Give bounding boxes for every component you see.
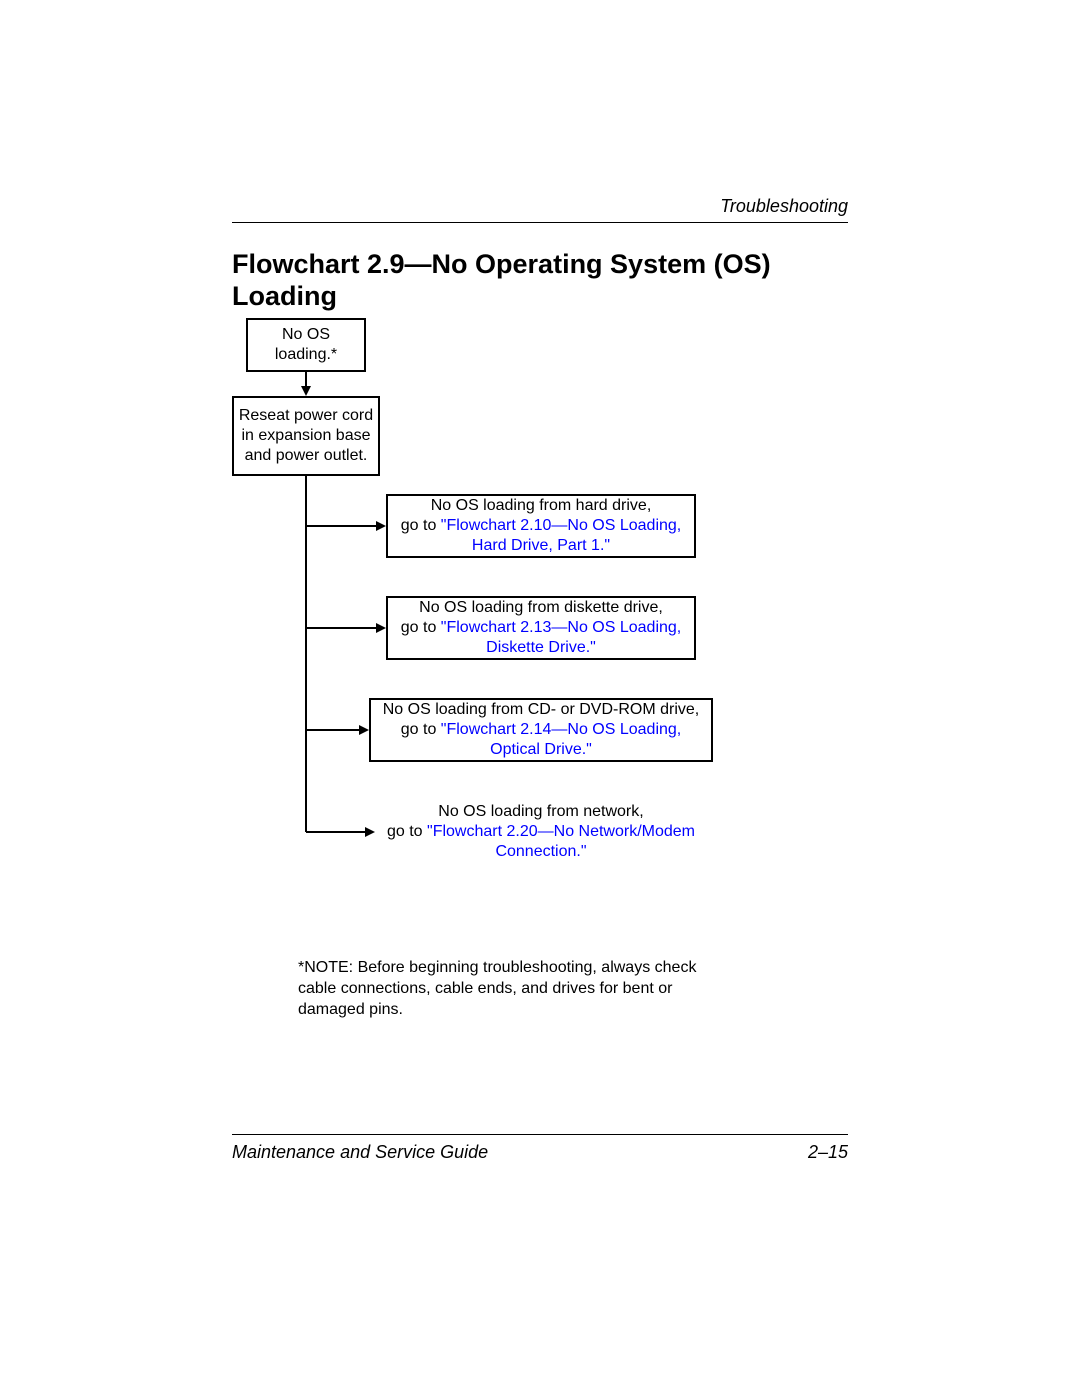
node-network-pre: No OS loading from network, xyxy=(438,803,643,820)
footer-left: Maintenance and Service Guide xyxy=(232,1142,488,1163)
node-start: No OS loading.* xyxy=(246,318,366,372)
flowchart-container: No OS loading.* Reseat power cord in exp… xyxy=(232,318,848,978)
node-optical-pre: No OS loading from CD- or DVD-ROM drive, xyxy=(383,701,700,718)
node-diskette: No OS loading from diskette drive, go to… xyxy=(386,596,696,660)
node-diskette-link[interactable]: "Flowchart 2.13—No OS Loading, Diskette … xyxy=(441,619,681,656)
node-reseat: Reseat power cord in expansion base and … xyxy=(232,396,380,476)
node-diskette-pre: No OS loading from diskette drive, xyxy=(419,599,663,616)
divider-top xyxy=(232,222,848,223)
node-optical-goto: go to xyxy=(401,721,441,738)
document-page: Troubleshooting Flowchart 2.9—No Operati… xyxy=(0,0,1080,1397)
divider-bottom xyxy=(232,1134,848,1135)
section-header: Troubleshooting xyxy=(232,196,848,217)
node-network-goto: go to xyxy=(387,823,427,840)
node-reseat-text: Reseat power cord in expansion base and … xyxy=(238,406,374,466)
node-start-text: No OS loading.* xyxy=(252,325,360,365)
node-diskette-goto: go to xyxy=(401,619,441,636)
footnote: *NOTE: Before beginning troubleshooting,… xyxy=(298,958,718,1020)
node-optical: No OS loading from CD- or DVD-ROM drive,… xyxy=(369,698,713,762)
page-title: Flowchart 2.9—No Operating System (OS) L… xyxy=(232,248,848,313)
node-hdd-pre: No OS loading from hard drive, xyxy=(431,497,652,514)
node-network-link[interactable]: "Flowchart 2.20—No Network/Modem Connect… xyxy=(427,823,695,860)
footer-right: 2–15 xyxy=(808,1142,848,1163)
node-optical-link[interactable]: "Flowchart 2.14—No OS Loading, Optical D… xyxy=(441,721,681,758)
node-hdd-goto: go to xyxy=(401,517,441,534)
node-hdd-link[interactable]: "Flowchart 2.10—No OS Loading, Hard Driv… xyxy=(441,517,681,554)
node-network: No OS loading from network, go to "Flowc… xyxy=(375,800,707,864)
node-hdd: No OS loading from hard drive, go to "Fl… xyxy=(386,494,696,558)
